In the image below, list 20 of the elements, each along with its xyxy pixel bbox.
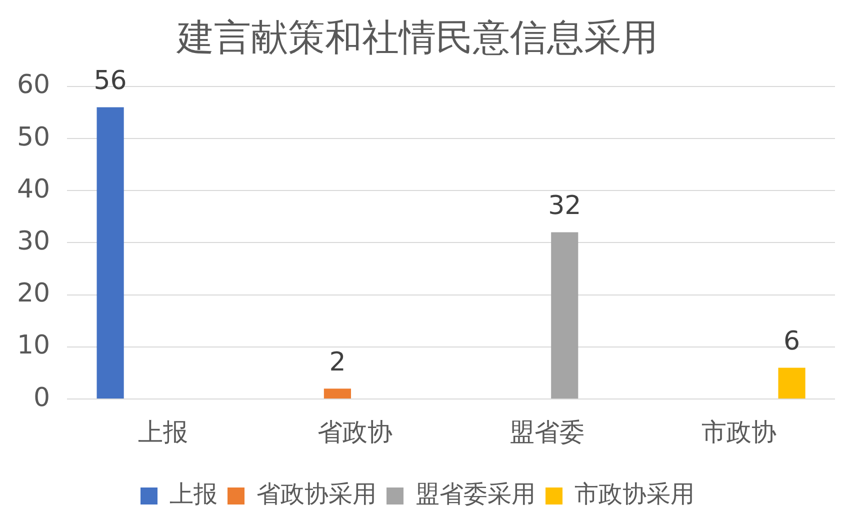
- legend-label: 上报: [170, 480, 218, 508]
- x-tick-label: 省政协: [318, 418, 393, 446]
- legend-label: 市政协采用: [574, 480, 694, 508]
- legend-label: 盟省委采用: [416, 480, 536, 508]
- legend-label: 省政协采用: [256, 480, 376, 508]
- y-tick-label: 40: [16, 174, 50, 204]
- data-label: 2: [329, 347, 346, 378]
- x-tick-label: 市政协: [702, 418, 777, 446]
- data-label: 56: [94, 66, 127, 96]
- data-label: 32: [548, 191, 582, 222]
- y-tick-label: 60: [16, 70, 50, 100]
- y-tick-label: 30: [16, 226, 50, 256]
- y-tick-label: 10: [16, 330, 50, 361]
- data-label: 6: [784, 326, 800, 356]
- y-tick-label: 0: [34, 382, 50, 413]
- y-tick-label: 50: [16, 122, 50, 152]
- x-tick-label: 盟省委: [510, 418, 585, 446]
- chart-title: 建言献策和社情民意信息采用: [176, 16, 658, 59]
- x-tick-label: 上报: [138, 418, 188, 446]
- y-tick-label: 20: [16, 278, 50, 309]
